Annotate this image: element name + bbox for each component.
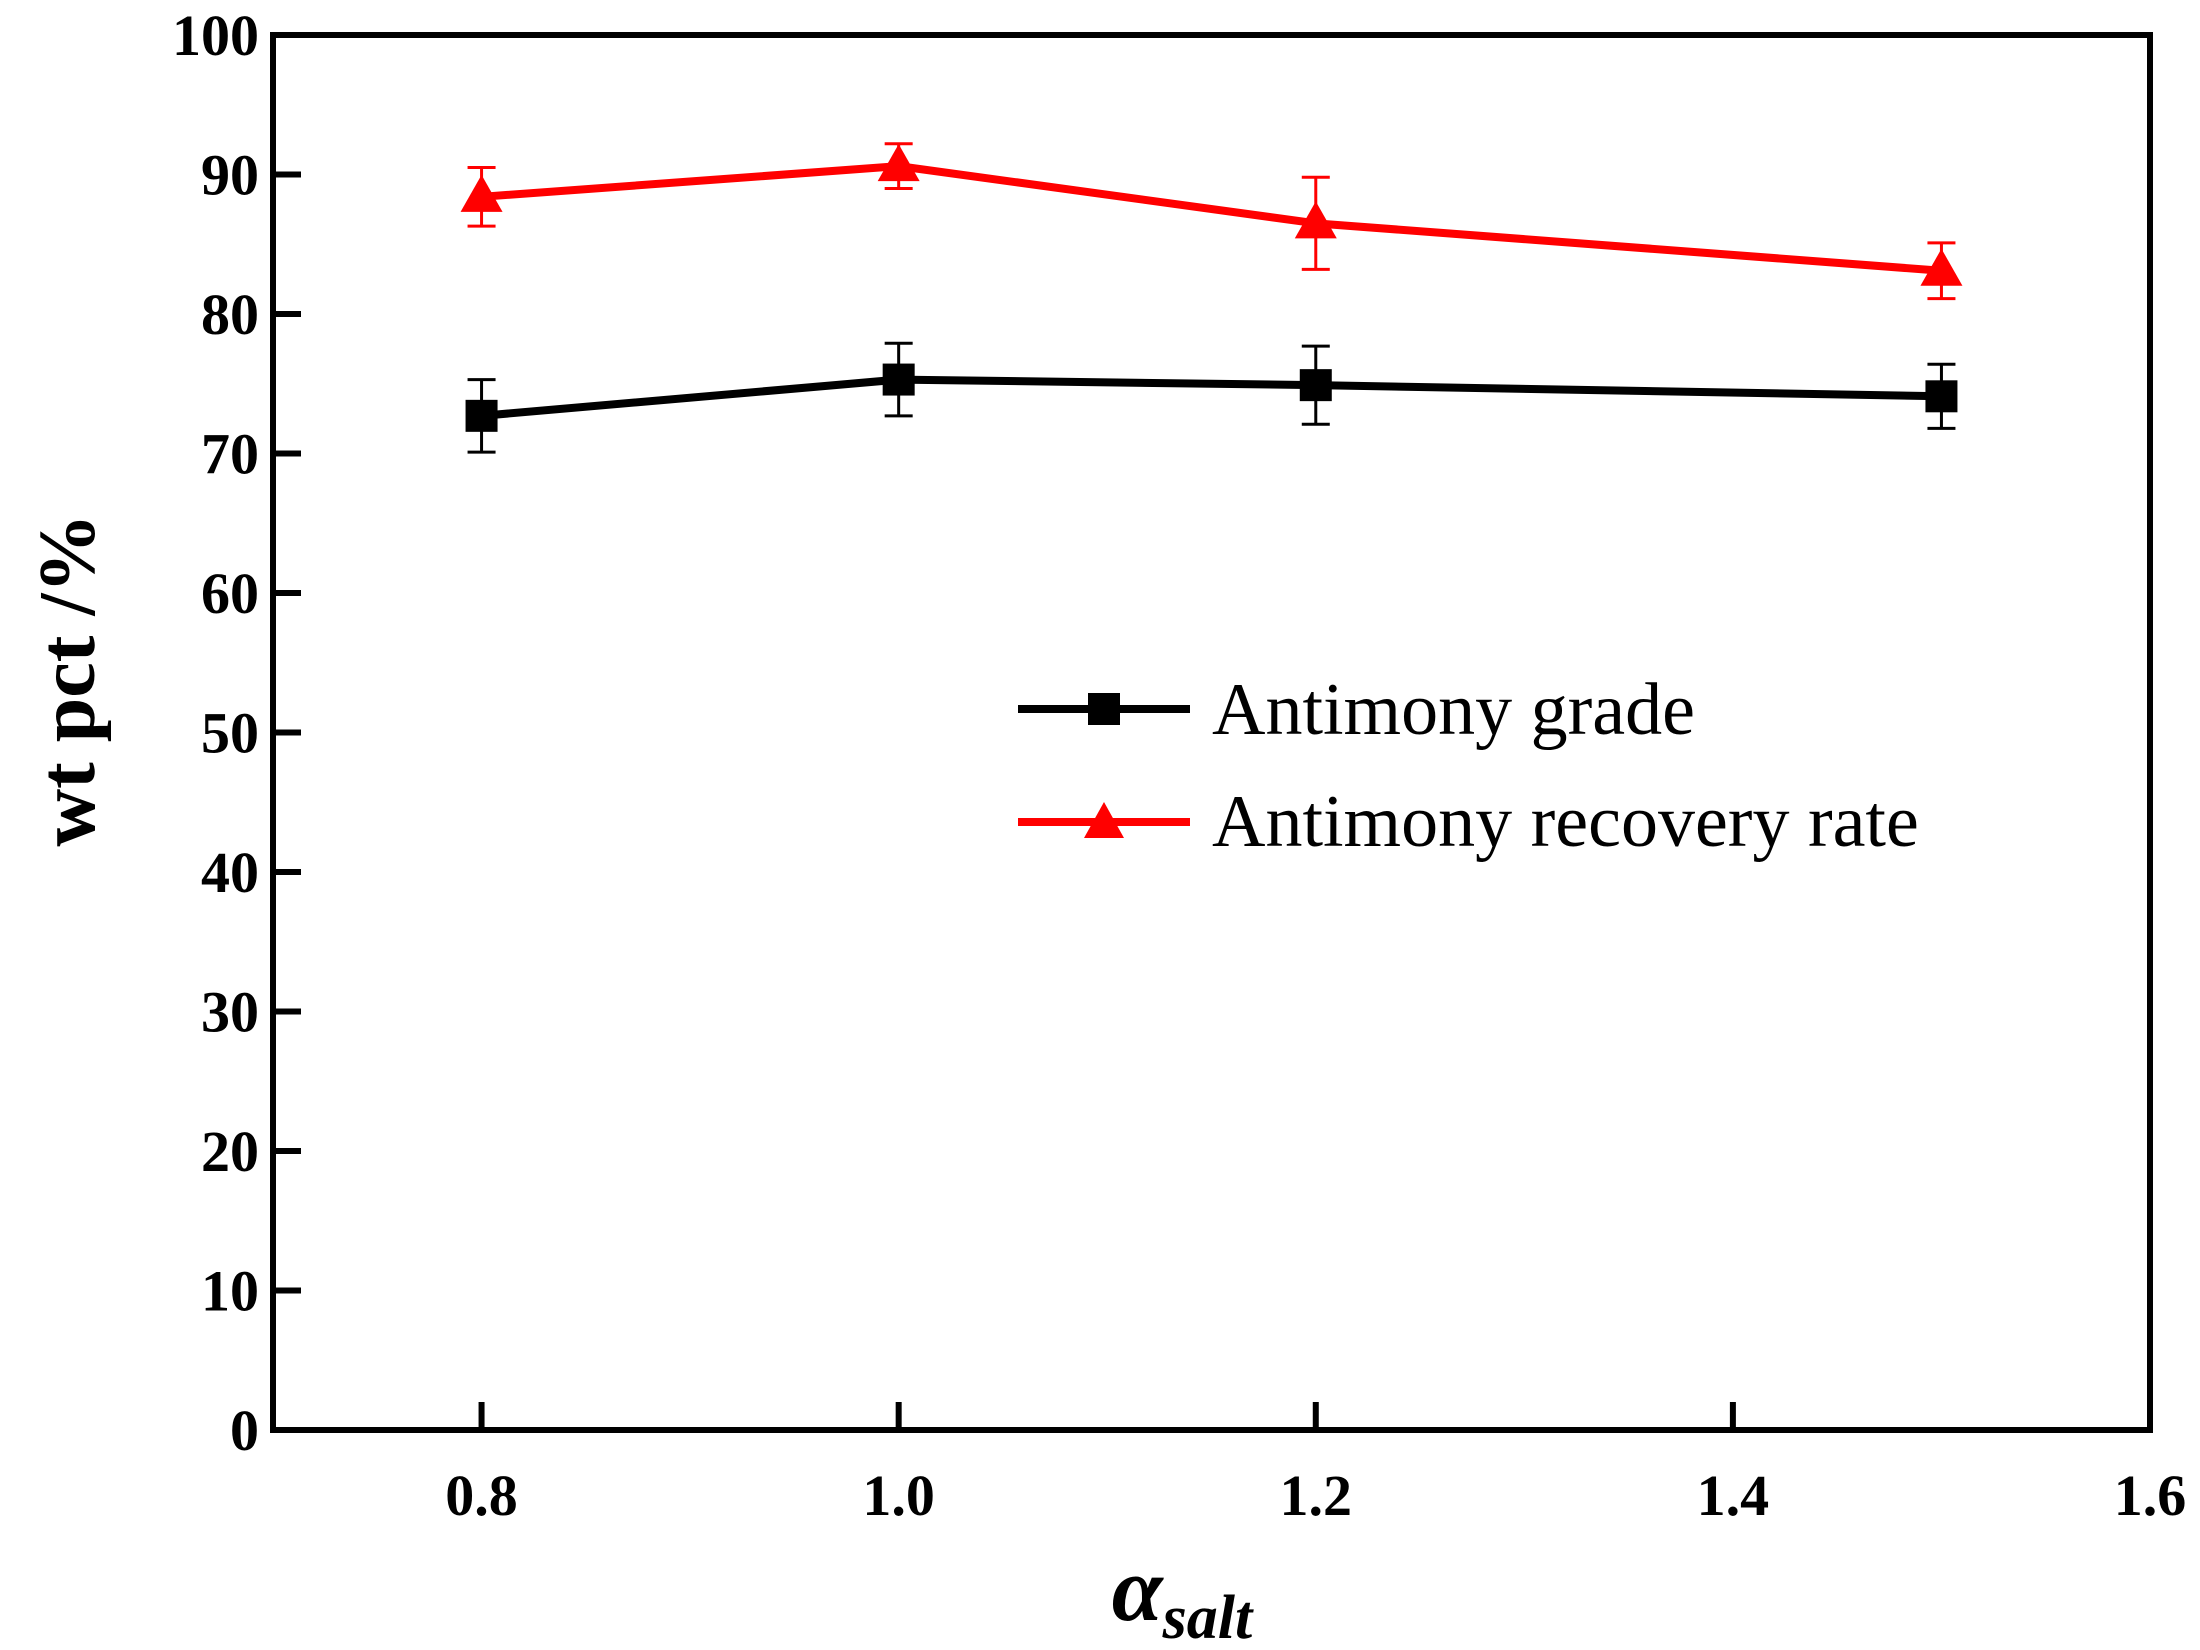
y-tick-label: 50 [201,701,259,766]
legend-marker-grade [1088,693,1120,725]
ticks-layer: 0 10 20 30 40 50 60 70 80 90 100 0.8 1.0 1.2 1.4 1.6 [172,3,2186,1528]
x-tick-label: 1.0 [862,1463,935,1528]
data-point [1299,369,1332,402]
y-tick-label: 10 [201,1259,259,1324]
y-tick-label: 80 [201,282,259,347]
y-tick-label: 40 [201,840,259,905]
data-point [460,174,503,212]
y-tick-label: 60 [201,561,259,626]
x-axis-title-subscript: salt [1162,1584,1254,1650]
y-tick-label: 30 [201,980,259,1045]
plot-frame [270,32,2153,1433]
legend-entry-recovery: Antimony recovery rate [1018,781,1919,863]
x-tick-label: 1.2 [1280,1463,1353,1528]
series-1 [460,142,1963,301]
series-layer [460,142,1963,454]
legend-label-grade: Antimony grade [1212,669,1695,751]
data-point [1925,380,1958,413]
legend-marker-recovery [1084,802,1124,838]
data-point [1920,248,1963,286]
y-axis-title: wt pct /% [24,513,112,846]
x-tick-label: 1.6 [2114,1463,2187,1528]
series-line [481,162,1942,275]
y-tick-label: 90 [201,143,259,208]
data-point [1294,201,1337,239]
y-tick-label: 0 [230,1398,259,1463]
legend: Antimony grade Antimony recovery rate [1018,669,1919,863]
x-axis-title: αsalt [1112,1538,1254,1650]
data-point [465,399,498,432]
series-line [481,375,1942,420]
x-tick-label: 0.8 [445,1463,518,1528]
x-axis-title-main: α [1112,1538,1165,1640]
x-tick-label: 1.4 [1697,1463,1770,1528]
y-tick-label: 70 [201,422,259,487]
legend-label-recovery: Antimony recovery rate [1212,781,1919,863]
data-point [882,363,915,396]
data-point [877,144,920,182]
y-tick-label: 20 [201,1119,259,1184]
series-0 [465,341,1958,454]
legend-entry-grade: Antimony grade [1018,669,1695,751]
y-tick-label: 100 [172,3,259,68]
